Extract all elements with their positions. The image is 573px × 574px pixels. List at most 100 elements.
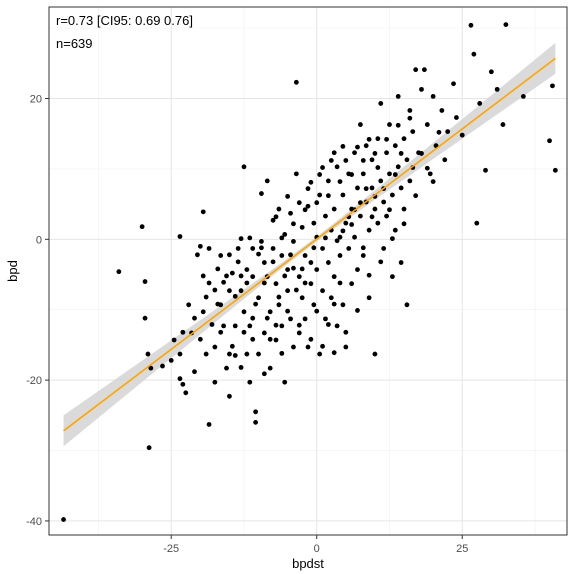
data-point: [419, 151, 424, 156]
data-point: [177, 234, 183, 239]
data-point: [288, 252, 293, 258]
data-point: [291, 344, 296, 350]
data-point: [256, 295, 261, 301]
data-point: [375, 220, 381, 226]
data-point: [177, 376, 183, 382]
data-point: [285, 267, 291, 272]
data-point: [270, 246, 276, 251]
data-point: [253, 409, 259, 415]
data-point: [389, 274, 395, 280]
data-point: [308, 336, 314, 342]
data-point: [317, 192, 323, 198]
data-point: [355, 144, 360, 150]
data-point: [410, 129, 416, 135]
panel-background: [49, 7, 567, 535]
data-point: [241, 309, 247, 315]
data-point: [360, 253, 366, 258]
x-tick-label: 25: [456, 543, 468, 555]
data-point: [247, 235, 253, 241]
data-point: [221, 279, 227, 285]
y-tick-label: 0: [36, 234, 42, 246]
data-point: [375, 136, 381, 142]
data-point: [357, 200, 363, 206]
data-point: [253, 419, 259, 425]
data-point: [389, 192, 395, 198]
data-point: [221, 323, 227, 329]
data-point: [311, 220, 317, 226]
data-point: [250, 274, 256, 280]
data-point: [360, 158, 366, 163]
data-point: [500, 122, 506, 127]
data-point: [229, 343, 235, 349]
data-point: [314, 267, 320, 272]
data-point: [273, 214, 279, 220]
data-point: [238, 273, 244, 279]
data-point: [323, 235, 328, 241]
data-point: [299, 224, 305, 230]
data-point: [343, 344, 349, 350]
data-point: [381, 199, 387, 205]
data-point: [250, 315, 256, 321]
data-point: [314, 200, 320, 206]
data-point: [197, 336, 203, 342]
data-point: [305, 186, 311, 192]
data-point: [454, 115, 459, 120]
data-point: [389, 236, 395, 242]
data-point: [404, 302, 410, 308]
data-point: [337, 280, 343, 286]
data-point: [146, 445, 152, 451]
data-point: [261, 371, 267, 377]
data-point: [340, 143, 346, 149]
data-point: [355, 267, 360, 272]
data-points: [61, 22, 558, 522]
data-point: [314, 308, 320, 314]
data-point: [320, 288, 325, 294]
data-point: [308, 179, 314, 185]
data-point: [320, 165, 325, 170]
data-point: [413, 193, 419, 199]
data-point: [323, 316, 328, 322]
data-point: [395, 164, 401, 170]
data-point: [355, 185, 360, 191]
data-point: [267, 336, 273, 342]
data-point: [334, 323, 340, 329]
data-point: [346, 246, 352, 251]
data-point: [308, 281, 314, 287]
data-point: [218, 253, 224, 258]
data-point: [302, 253, 308, 258]
data-point: [392, 143, 398, 149]
data-point: [238, 365, 244, 370]
data-point: [471, 51, 477, 57]
data-point: [168, 358, 174, 363]
data-point: [442, 157, 448, 163]
data-point: [331, 206, 337, 212]
data-point: [206, 280, 212, 286]
data-point: [116, 269, 122, 275]
data-point: [291, 221, 296, 227]
data-point: [320, 343, 325, 349]
data-point: [325, 178, 331, 184]
data-point: [238, 288, 244, 294]
data-point: [279, 235, 285, 241]
data-point: [419, 86, 424, 92]
data-point: [404, 157, 410, 163]
data-point: [296, 330, 302, 336]
data-point: [285, 193, 291, 199]
data-point: [375, 165, 381, 170]
data-point: [276, 206, 282, 212]
data-point: [360, 171, 366, 177]
data-point: [407, 108, 413, 113]
data-point: [209, 322, 215, 327]
data-point: [378, 101, 384, 106]
data-point: [238, 236, 244, 242]
y-tick-label: 20: [30, 94, 42, 106]
x-axis-title: bpdst: [292, 556, 324, 571]
data-point: [401, 136, 407, 142]
data-point: [227, 393, 232, 399]
data-point: [139, 224, 145, 230]
data-point: [340, 192, 346, 198]
fit-line: [63, 57, 556, 432]
data-point: [171, 337, 177, 343]
data-point: [477, 101, 483, 106]
data-point: [270, 217, 276, 223]
